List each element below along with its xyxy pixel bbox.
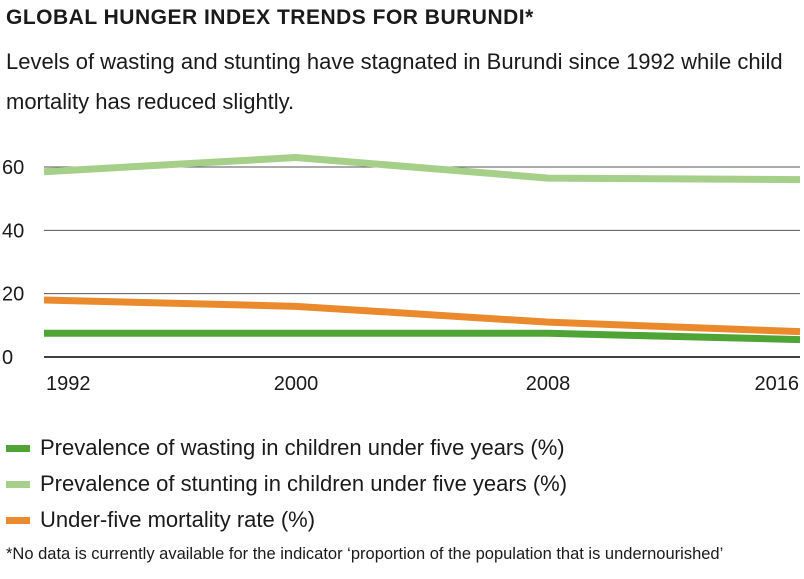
legend-swatch-wasting [6, 444, 30, 452]
chart-title: GLOBAL HUNGER INDEX TRENDS FOR BURUNDI* [6, 6, 534, 29]
chart-subtitle: Levels of wasting and stunting have stag… [6, 49, 783, 114]
legend-label-stunting: Prevalence of stunting in children under… [40, 471, 568, 496]
legend: Prevalence of wasting in children under … [6, 430, 567, 538]
series-line-stunting [43, 154, 801, 184]
series-line-mortality [43, 296, 801, 336]
x-tick-label: 2016 [755, 373, 800, 395]
line-chart: 0 20 40 60 1992 2000 2008 2016 [2, 154, 801, 395]
legend-item-stunting: Prevalence of stunting in children under… [6, 466, 567, 502]
y-tick-label: 40 [2, 220, 24, 242]
y-tick-label: 60 [2, 157, 24, 179]
legend-item-wasting: Prevalence of wasting in children under … [6, 430, 567, 466]
x-tick-label: 2000 [274, 373, 319, 395]
legend-label-wasting: Prevalence of wasting in children under … [40, 435, 565, 460]
legend-item-mortality: Under-five mortality rate (%) [6, 502, 567, 538]
series-line-wasting [44, 329, 801, 344]
legend-label-mortality: Under-five mortality rate (%) [40, 507, 316, 532]
y-tick-label: 20 [2, 284, 24, 306]
footnote: *No data is currently available for the … [6, 545, 724, 563]
legend-swatch-mortality [6, 516, 30, 524]
y-tick-label: 0 [2, 347, 13, 369]
legend-swatch-stunting [6, 480, 30, 488]
x-tick-label: 1992 [46, 373, 91, 395]
x-tick-label: 2008 [526, 373, 571, 395]
